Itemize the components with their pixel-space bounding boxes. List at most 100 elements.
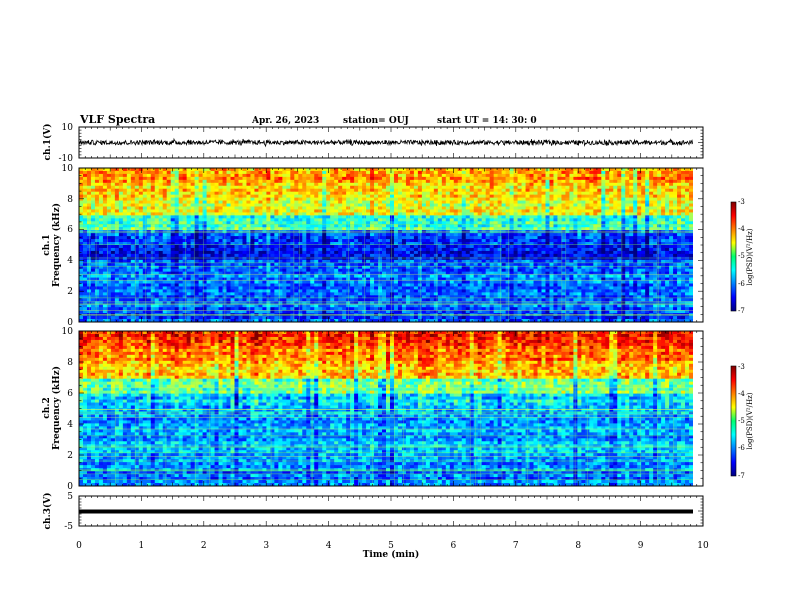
- spectrogram-cell: [222, 203, 227, 207]
- spectrogram-cell: [557, 250, 562, 255]
- spectrogram-cell: [342, 253, 347, 258]
- spectrogram-cell: [657, 253, 662, 258]
- spectrogram-cell: [501, 247, 507, 252]
- spectrogram-cell: [665, 209, 670, 213]
- spectrogram-cell: [473, 173, 479, 178]
- spectrogram-cell: [561, 247, 566, 252]
- spectrogram-cell: [629, 194, 634, 199]
- spectrogram-cell: [82, 182, 88, 187]
- spectrogram-cell: [162, 239, 168, 243]
- spectrogram-cell: [382, 221, 387, 225]
- spectrogram-cell: [290, 259, 295, 264]
- spectrogram-cell: [545, 194, 550, 199]
- spectrogram-cell: [350, 256, 355, 261]
- spectrogram-cell: [549, 259, 554, 264]
- spectrogram-cell: [553, 197, 558, 201]
- spectrogram-cell: [569, 170, 574, 175]
- spectrogram-cell: [625, 236, 630, 240]
- spectrogram-cell: [162, 253, 168, 258]
- spectrogram-cell: [306, 236, 311, 240]
- spectrogram-cell: [469, 224, 475, 228]
- spectrogram-cell: [186, 239, 192, 243]
- spectrogram-cell: [298, 239, 303, 243]
- spectrogram-cell: [242, 209, 247, 213]
- spectrogram-cell: [210, 206, 215, 210]
- spectrogram-cell: [310, 256, 315, 261]
- spectrogram-cell: [689, 200, 693, 204]
- spectrogram-cell: [633, 179, 638, 184]
- spectrogram-cell: [621, 203, 626, 207]
- spectrogram-cell: [98, 168, 104, 172]
- spectrogram-cell: [198, 245, 203, 249]
- spectrogram-cell: [222, 182, 227, 187]
- spectrogram-cell: [262, 173, 267, 178]
- spectrogram-cell: [605, 194, 610, 199]
- spectrogram-cell: [417, 215, 423, 219]
- spectrogram-cell: [689, 188, 693, 193]
- spectrogram-cell: [270, 197, 275, 201]
- spectrogram-cell: [302, 239, 307, 243]
- spectrogram-cell: [114, 182, 120, 187]
- spectrogram-cell: [254, 203, 259, 207]
- spectrogram-cell: [433, 221, 439, 225]
- spectrogram-cell: [326, 233, 331, 237]
- spectrogram-cell: [86, 253, 92, 258]
- spectrogram-cell: [433, 173, 439, 178]
- spectrogram-cell: [262, 247, 267, 252]
- spectrogram-cell: [254, 253, 259, 258]
- spectrogram-cell: [358, 236, 363, 240]
- spectrogram-cell: [605, 239, 610, 243]
- spectrogram-cell: [537, 188, 542, 193]
- spectrogram-cell: [461, 236, 467, 240]
- spectrogram-cell: [206, 176, 211, 181]
- spectrogram-cell: [218, 200, 223, 204]
- spectrogram-cell: [477, 236, 483, 240]
- spectrogram-cell: [114, 197, 120, 201]
- spectrogram-cell: [206, 212, 211, 216]
- spectrogram-cell: [445, 256, 451, 261]
- spectrogram-cell: [202, 212, 207, 216]
- spectrogram-cell: [90, 200, 96, 204]
- spectrogram-cell: [621, 224, 626, 228]
- spectrogram-cell: [481, 170, 487, 175]
- spectrogram-cell: [389, 236, 395, 240]
- spectrogram-cell: [314, 212, 319, 216]
- spectrogram-cell: [581, 239, 586, 243]
- spectrogram-cell: [613, 185, 618, 190]
- spectrogram-cell: [102, 191, 108, 196]
- spectrogram-cell: [322, 179, 327, 184]
- spectrogram-cell: [485, 212, 491, 216]
- spectrogram-cell: [401, 242, 407, 246]
- spectrogram-cell: [437, 242, 443, 246]
- spectrogram-cell: [86, 191, 92, 196]
- spectrogram-cell: [537, 242, 542, 246]
- spectrogram-cell: [601, 168, 606, 172]
- spectrogram-cell: [370, 185, 375, 190]
- spectrogram-cell: [673, 173, 678, 178]
- spectrogram-cell: [350, 250, 355, 255]
- spectrogram-cell: [94, 247, 100, 252]
- spectrogram-cell: [477, 242, 483, 246]
- spectrogram-cell: [689, 197, 693, 201]
- spectrogram-cell: [513, 212, 518, 216]
- spectrogram-cell: [98, 242, 104, 246]
- spectrogram-cell: [649, 194, 654, 199]
- spectrogram-cell: [242, 179, 247, 184]
- spectrogram-cell: [533, 168, 538, 172]
- spectrogram-cell: [130, 221, 136, 225]
- spectrogram-cell: [585, 233, 590, 237]
- spectrogram-cell: [405, 218, 411, 222]
- spectrogram-cell: [409, 259, 415, 264]
- spectrogram-cell: [202, 209, 207, 213]
- spectrogram-cell: [130, 176, 136, 181]
- spectrogram-cell: [206, 188, 211, 193]
- spectrogram-cell: [182, 212, 188, 216]
- spectrogram-cell: [334, 182, 339, 187]
- spectrogram-cell: [290, 209, 295, 213]
- spectrogram-cell: [577, 224, 582, 228]
- spectrogram-cell: [242, 245, 247, 249]
- spectrogram-cell: [609, 170, 614, 175]
- spectrogram-cell: [274, 200, 279, 204]
- spectrogram-cell: [653, 256, 658, 261]
- spectrogram-cell: [529, 168, 534, 172]
